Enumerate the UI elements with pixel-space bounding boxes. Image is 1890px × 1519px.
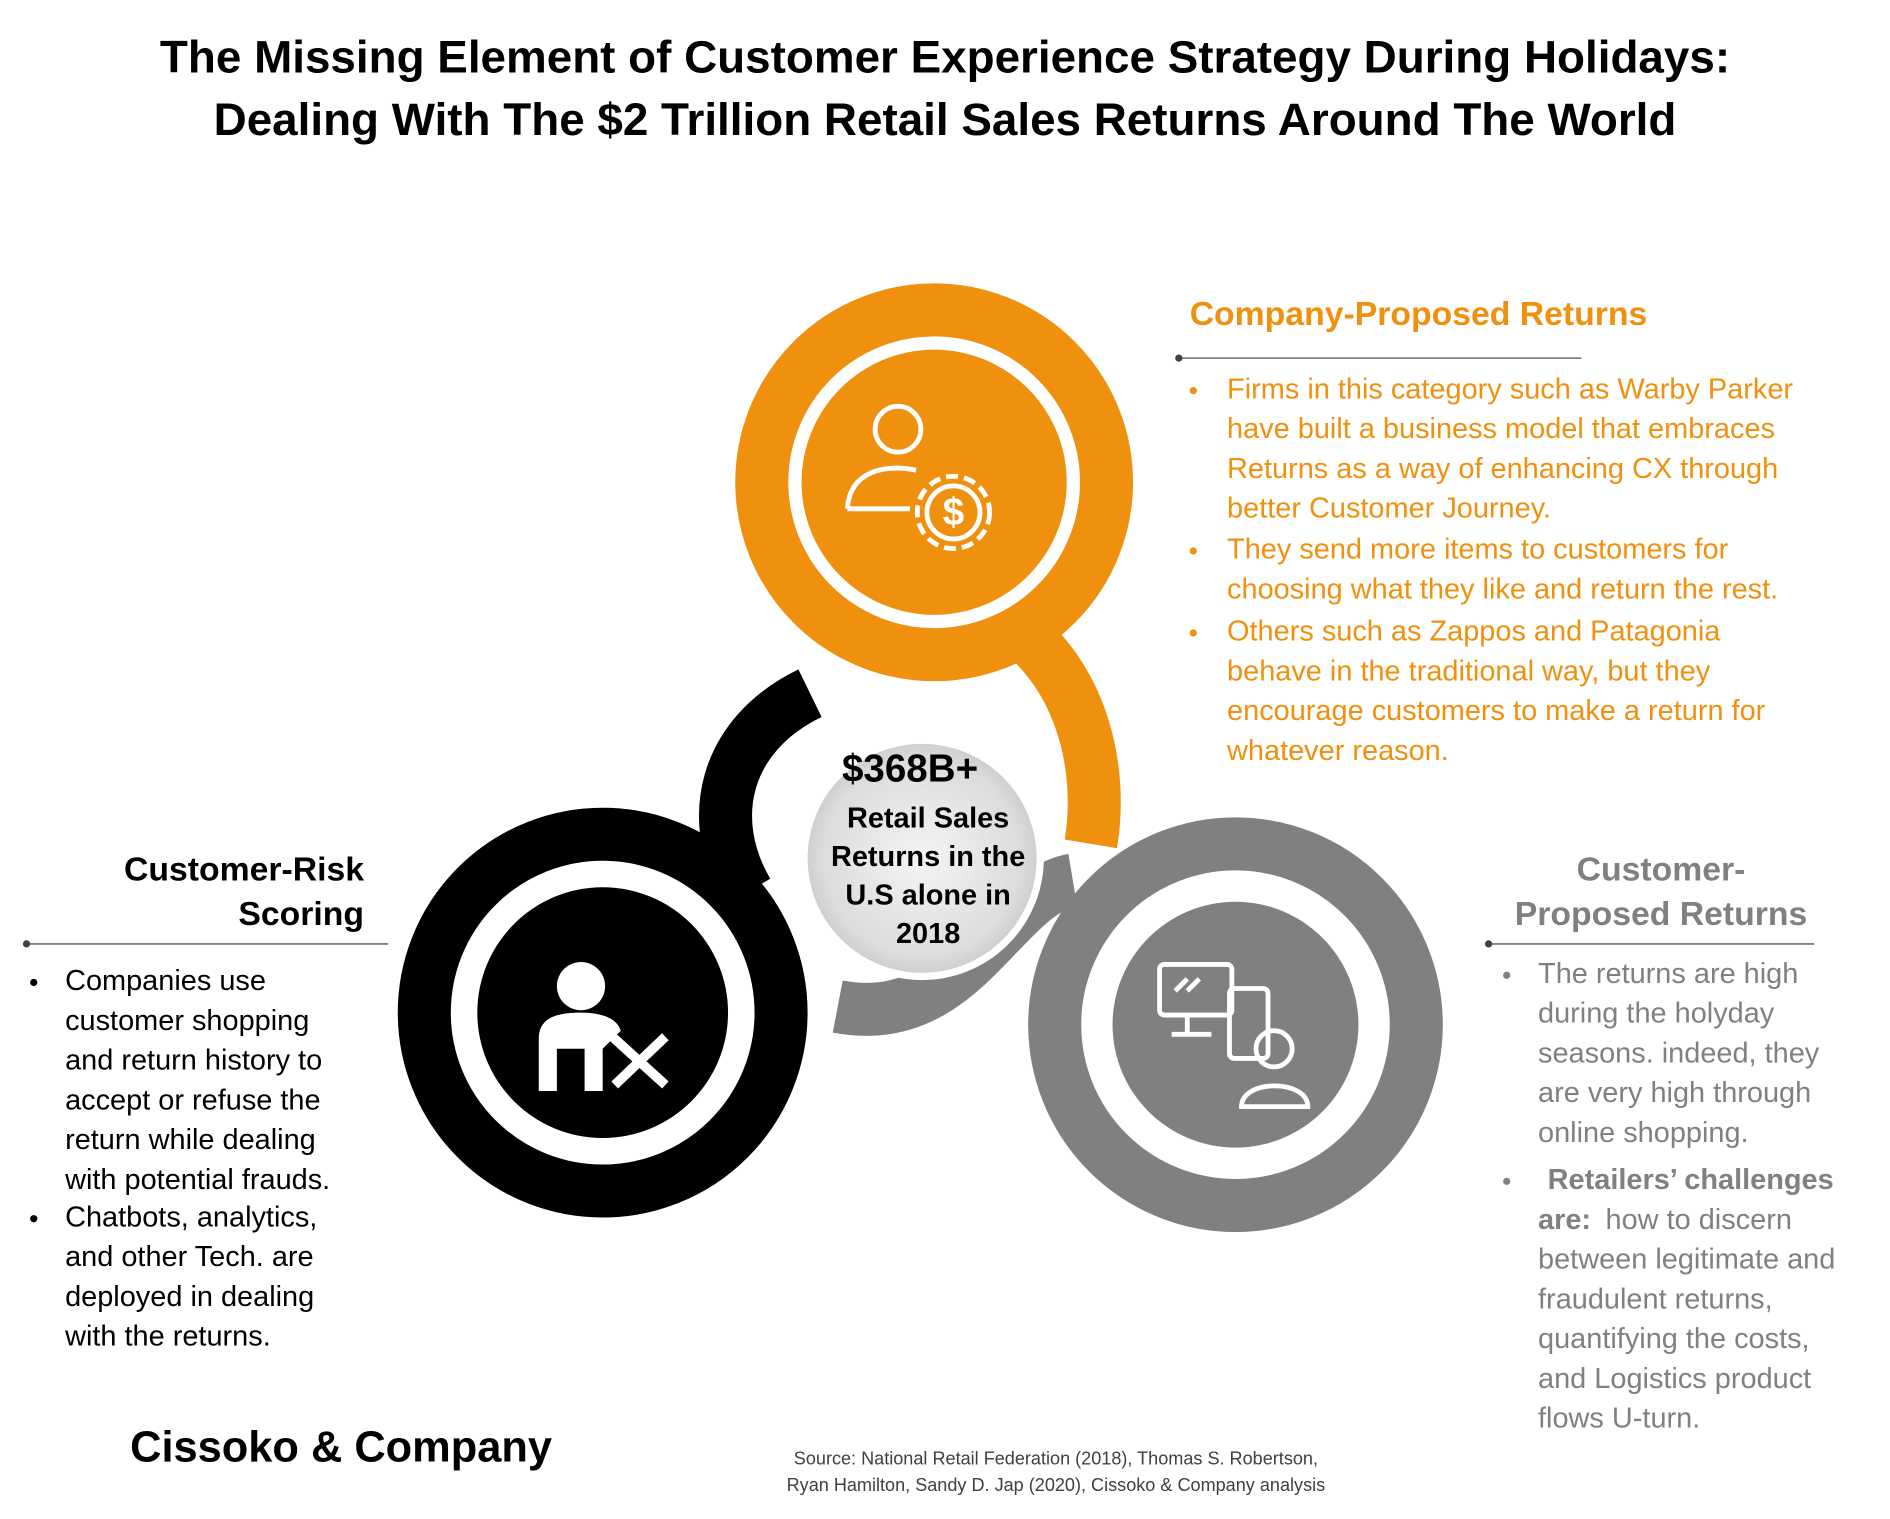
bullet-text: Others such as Zappos and Patagonia: [1227, 616, 1721, 648]
bullet: [1189, 547, 1197, 555]
bullet-text: whatever reason.: [1226, 735, 1449, 767]
bullet-text: Returns as a way of enhancing CX through: [1227, 453, 1778, 485]
bullet-text: seasons. indeed, they: [1538, 1037, 1820, 1069]
bullet-text: choosing what they like and return the r…: [1227, 573, 1778, 605]
bullet: [1503, 971, 1511, 979]
bullet-text: better Customer Journey.: [1227, 493, 1551, 525]
bullet-text: and other Tech. are: [65, 1241, 314, 1273]
section-heading: Scoring: [238, 895, 364, 933]
bullet-text: behave in the traditional way, but they: [1227, 655, 1711, 687]
center-line: 2018: [896, 918, 960, 950]
bullet-bold: are:: [1538, 1204, 1591, 1236]
gray-ring: [1028, 817, 1443, 1232]
bullet: [30, 1215, 38, 1223]
bullet-text: They send more items to customers for: [1227, 534, 1729, 566]
section-heading: Customer-: [1577, 851, 1746, 889]
bullet-text: quantifying the costs,: [1538, 1323, 1810, 1355]
bullet-text: have built a business model that embrace…: [1227, 413, 1775, 445]
devices-icon: [1157, 961, 1311, 1110]
title: The Missing Element of Customer Experien…: [160, 31, 1730, 82]
center-amount: $368B+: [842, 748, 978, 791]
bullet-text: are very high through: [1538, 1077, 1811, 1109]
gray-disc: [1112, 901, 1359, 1148]
bullet: [30, 978, 38, 987]
sections: Company-Proposed Returns Firms in this ca…: [30, 295, 1835, 1435]
center-circle: [800, 736, 1044, 981]
source: Ryan Hamilton, Sandy D. Jap (2020), Ciss…: [787, 1475, 1326, 1495]
section-heading: Company-Proposed Returns: [1190, 295, 1648, 333]
bullet-text: Firms in this category such as Warby Par…: [1227, 373, 1793, 405]
bullet-text: Retailers’ challenges: [1548, 1164, 1834, 1196]
bullet-text: accept or refuse the: [65, 1084, 321, 1116]
tools-icon: [538, 962, 669, 1091]
bullet-text: and return history to: [65, 1045, 322, 1077]
brand: Cissoko & Company: [130, 1424, 552, 1472]
black-ring: [397, 807, 808, 1218]
bullet-text: Chatbots, analytics,: [65, 1201, 317, 1233]
bullet-text: fraudulent returns,: [1538, 1283, 1773, 1315]
bullet-text: with the returns.: [64, 1321, 271, 1353]
bullet-text: customer shopping: [65, 1005, 309, 1037]
svg-text:$: $: [943, 491, 964, 534]
center-line: Retail Sales: [847, 802, 1009, 834]
bullet-text: encourage customers to make a return for: [1227, 695, 1766, 727]
bullet: [1189, 387, 1197, 395]
bullet: [1503, 1177, 1511, 1185]
center-line: Returns in the: [831, 841, 1025, 873]
bullet-text: during the holyday: [1538, 998, 1775, 1030]
rule-dot: [1175, 354, 1183, 362]
rule-dot: [22, 940, 31, 948]
center-line: U.S alone in: [845, 880, 1010, 912]
bullet-text: flows U-turn.: [1538, 1403, 1700, 1435]
bullet-text: are: how to discern: [1538, 1204, 1792, 1236]
section-heading: Proposed Returns: [1515, 895, 1808, 933]
orange-ring: [735, 283, 1134, 682]
bullet-text: and Logistics product: [1538, 1363, 1811, 1395]
title: Dealing With The $2 Trillion Retail Sale…: [214, 94, 1677, 145]
bullet-text: online shopping.: [1538, 1117, 1749, 1149]
source: Source: National Retail Federation (2018…: [794, 1449, 1318, 1469]
bullet-text: between legitimate and: [1538, 1244, 1835, 1276]
money-icon: $: [844, 403, 993, 551]
bullet-text: with potential frauds.: [64, 1164, 330, 1196]
section-heading: Customer-Risk: [124, 851, 364, 889]
bullet-span: how to discern: [1606, 1204, 1792, 1236]
bullet: [1189, 629, 1197, 637]
bullet-text: Companies use: [65, 965, 266, 997]
black-disc: [477, 887, 729, 1138]
bullet-text: The returns are high: [1538, 958, 1798, 990]
bullet-text: deployed in dealing: [65, 1281, 314, 1313]
bullet-text: return while dealing: [65, 1124, 316, 1156]
center-text: Retail Sales Returns in the U.S alone in 20…: [831, 802, 1025, 950]
rule-dot: [1485, 940, 1493, 948]
